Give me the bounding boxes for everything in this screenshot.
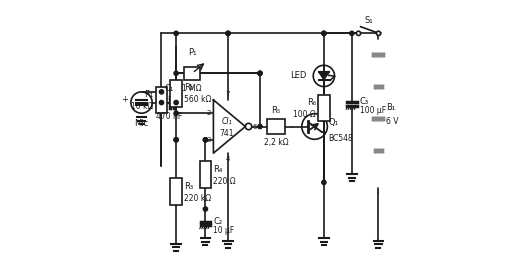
- Text: +: +: [121, 95, 128, 104]
- Circle shape: [203, 138, 207, 142]
- Circle shape: [159, 100, 164, 105]
- Text: R₅: R₅: [271, 105, 281, 115]
- Text: 560 kΩ: 560 kΩ: [184, 95, 212, 104]
- Text: R₃: R₃: [184, 182, 193, 191]
- Circle shape: [258, 71, 262, 75]
- Circle shape: [322, 31, 326, 36]
- Text: 10 µF: 10 µF: [213, 226, 235, 235]
- Text: CI₁: CI₁: [222, 117, 232, 126]
- Circle shape: [322, 31, 326, 36]
- FancyBboxPatch shape: [200, 161, 211, 188]
- FancyBboxPatch shape: [318, 95, 330, 121]
- Text: P₁: P₁: [188, 48, 197, 57]
- Circle shape: [174, 111, 178, 115]
- Text: 1 MΩ: 1 MΩ: [183, 84, 202, 93]
- Text: BC548: BC548: [329, 134, 354, 143]
- Text: 100 Ω: 100 Ω: [293, 110, 316, 119]
- Text: LED: LED: [290, 72, 307, 80]
- Text: R₄: R₄: [213, 165, 223, 174]
- Text: C₃: C₃: [360, 97, 369, 106]
- Text: 220 kΩ: 220 kΩ: [184, 194, 211, 203]
- Circle shape: [174, 71, 178, 75]
- Circle shape: [322, 180, 326, 185]
- Circle shape: [356, 31, 361, 36]
- Polygon shape: [213, 100, 245, 153]
- Circle shape: [226, 31, 230, 36]
- Text: 100 µF: 100 µF: [360, 106, 386, 115]
- FancyBboxPatch shape: [170, 80, 182, 107]
- Circle shape: [174, 138, 178, 142]
- Text: R₆: R₆: [307, 98, 316, 107]
- Text: S₁: S₁: [364, 16, 373, 25]
- Text: 220 Ω: 220 Ω: [213, 176, 236, 186]
- Polygon shape: [374, 148, 383, 152]
- Text: B₁: B₁: [386, 103, 396, 112]
- FancyBboxPatch shape: [155, 87, 167, 113]
- Circle shape: [258, 124, 262, 129]
- Text: 2,2 kΩ: 2,2 kΩ: [264, 138, 288, 147]
- Polygon shape: [372, 53, 384, 56]
- Text: R₁: R₁: [144, 90, 153, 99]
- Text: 3: 3: [207, 137, 211, 143]
- Text: R₂: R₂: [184, 83, 193, 93]
- FancyBboxPatch shape: [184, 67, 200, 80]
- Text: 4: 4: [226, 156, 230, 162]
- Text: Q₁: Q₁: [329, 118, 339, 126]
- Circle shape: [350, 31, 354, 36]
- FancyBboxPatch shape: [267, 119, 285, 134]
- Text: 6 V: 6 V: [386, 117, 399, 126]
- Circle shape: [159, 90, 164, 94]
- Circle shape: [174, 100, 178, 105]
- FancyBboxPatch shape: [170, 178, 182, 205]
- Text: 10 kΩ: 10 kΩ: [131, 102, 153, 111]
- Circle shape: [258, 71, 262, 75]
- Circle shape: [226, 31, 230, 36]
- Circle shape: [174, 31, 178, 36]
- Text: 2: 2: [207, 110, 211, 116]
- Circle shape: [174, 138, 178, 142]
- Text: 741: 741: [219, 129, 234, 138]
- Text: 470 nF: 470 nF: [155, 112, 182, 121]
- Polygon shape: [372, 117, 384, 121]
- Text: Mic: Mic: [134, 119, 149, 128]
- Text: C₁: C₁: [164, 84, 174, 93]
- Circle shape: [203, 207, 207, 211]
- Circle shape: [203, 138, 207, 142]
- Circle shape: [376, 31, 381, 36]
- Polygon shape: [319, 72, 329, 80]
- Polygon shape: [374, 85, 383, 89]
- Text: C₂: C₂: [213, 217, 223, 225]
- Text: 6: 6: [253, 123, 257, 129]
- Text: 7: 7: [226, 91, 230, 97]
